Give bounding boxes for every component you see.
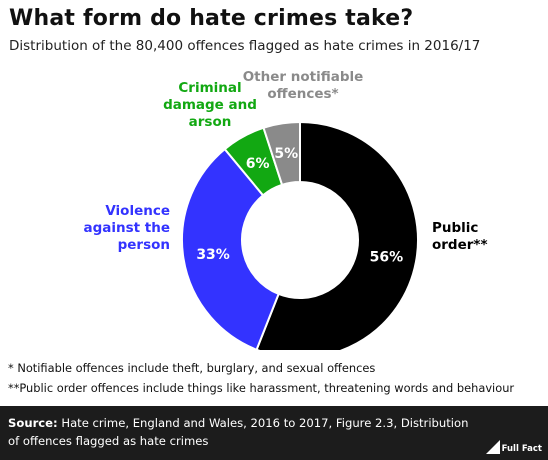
- source-footer: Source: Hate crime, England and Wales, 2…: [0, 406, 548, 460]
- source-label: Source:: [8, 416, 58, 430]
- footnote-notifiable: * Notifiable offences include theft, bur…: [8, 361, 376, 375]
- chart-title: What form do hate crimes take?: [9, 6, 414, 31]
- logo-text: Full Fact: [501, 444, 542, 454]
- donut-slice: [255, 120, 419, 350]
- slice-category-label: Criminal damage and arson: [163, 80, 257, 130]
- slice-value-label: 6%: [246, 156, 270, 172]
- donut-slice: [262, 120, 301, 187]
- source-description: Hate crime, England and Wales, 2016 to 2…: [8, 416, 469, 448]
- footnote-public-order: **Public order offences include things l…: [8, 381, 515, 395]
- full-fact-logo: Full Fact: [485, 440, 542, 454]
- slice-category-label: Other notifiable offences*: [243, 69, 364, 102]
- logo-triangle-icon: [485, 440, 500, 454]
- slice-value-label: 5%: [274, 146, 298, 162]
- source-text: Source: Hate crime, England and Wales, 2…: [8, 414, 478, 450]
- slice-category-label: Public order**: [432, 220, 488, 253]
- slice-category-label: Violence against the person: [83, 203, 170, 253]
- donut-slice: [181, 147, 280, 350]
- donut-chart: 56% 33% 6%5% Public order** Violence against …: [83, 69, 488, 350]
- footnotes: * Notifiable offences include theft, bur…: [8, 358, 514, 398]
- chart-subtitle: Distribution of the 80,400 offences flag…: [9, 38, 481, 54]
- slice-value-label: 56%: [370, 249, 404, 265]
- slice-value-label: 33%: [196, 247, 230, 263]
